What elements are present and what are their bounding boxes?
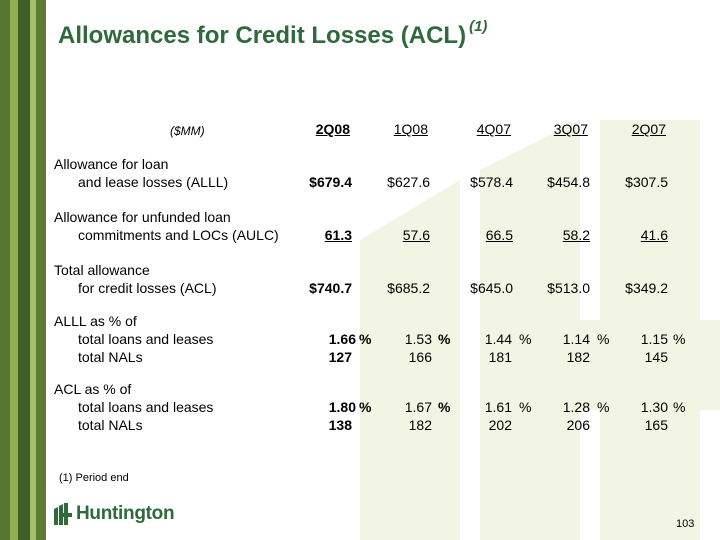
cell-value: $349.2 (625, 280, 668, 296)
row-label: total NALs (78, 349, 143, 365)
row-label: commitments and LOCs (AULC) (78, 227, 279, 243)
aulc-row: commitments and LOCs (AULC) 61.3 57.6 66… (0, 227, 720, 245)
column-header-3q07: 3Q07 (553, 121, 588, 137)
cell-value: 145 (644, 349, 668, 365)
cell-value: 202 (488, 417, 512, 433)
cell-value: 182 (566, 349, 590, 365)
cell-value: 181 (488, 349, 512, 365)
cell-value: $578.4 (470, 174, 513, 190)
section-label: ALLL as % of (54, 313, 137, 329)
cell-value: $740.7 (309, 280, 352, 296)
percent-sign: % (438, 399, 451, 415)
section-label: ACL as % of (54, 381, 132, 397)
cell-value: $513.0 (547, 280, 590, 296)
percent-sign: % (597, 399, 610, 415)
cell-value: 1.30 (640, 399, 668, 415)
cell-value: 138 (328, 417, 352, 433)
percent-sign: % (597, 331, 610, 347)
percent-sign: % (519, 331, 532, 347)
cell-value: 1.14 (562, 331, 590, 347)
acl-pct-header-row: ACL as % of (0, 381, 720, 399)
acl-row: for credit losses (ACL) $740.7 $685.2 $6… (0, 280, 720, 298)
row-label: and lease losses (ALLL) (78, 174, 229, 190)
unit-label: ($MM) (170, 124, 205, 138)
cell-value: 166 (408, 349, 432, 365)
row-label: total loans and leases (78, 399, 214, 415)
cell-value: 206 (566, 417, 590, 433)
percent-sign: % (519, 399, 532, 415)
cell-value: 1.61 (484, 399, 512, 415)
row-label: Total allowance (54, 262, 150, 278)
cell-value: $685.2 (387, 280, 430, 296)
cell-value: 1.15 (640, 331, 668, 347)
huntington-logo-icon (54, 503, 72, 525)
percent-sign: % (438, 331, 451, 347)
footnote: (1) Period end (59, 472, 129, 484)
alll-pct-header-row: ALLL as % of (0, 313, 720, 331)
row-label: total NALs (78, 417, 143, 433)
cell-value: 1.44 (484, 331, 512, 347)
title-footnote-marker: (1) (469, 18, 488, 35)
cell-value: 61.3 (324, 227, 352, 243)
cell-value: $627.6 (387, 174, 430, 190)
cell-value: 1.67 (404, 399, 432, 415)
cell-value: 58.2 (562, 227, 590, 243)
cell-value: 1.53 (404, 331, 432, 347)
acl-loans-row: total loans and leases 1.80 % 1.67 % 1.6… (0, 399, 720, 417)
row-label: Allowance for loan (54, 156, 169, 172)
cell-value: $645.0 (470, 280, 513, 296)
cell-value: 127 (328, 349, 352, 365)
watermark-logo (360, 120, 720, 540)
column-header-4q07: 4Q07 (476, 121, 511, 137)
logo-text: Huntington (76, 503, 175, 524)
cell-value: $679.4 (309, 174, 352, 190)
column-header-2q07: 2Q07 (631, 121, 666, 137)
percent-sign: % (359, 399, 372, 415)
cell-value: 165 (644, 417, 668, 433)
cell-value: $307.5 (625, 174, 668, 190)
cell-value: 57.6 (402, 227, 430, 243)
cell-value: $454.8 (547, 174, 590, 190)
huntington-logo: Huntington (54, 503, 175, 525)
left-decorative-bars (0, 0, 46, 540)
cell-value: 182 (408, 417, 432, 433)
row-label: for credit losses (ACL) (78, 280, 217, 296)
alll-label-row-1: Allowance for loan (0, 156, 720, 174)
acl-nals-row: total NALs 138 182 202 206 165 (0, 417, 720, 435)
cell-value: 66.5 (485, 227, 513, 243)
alll-nals-row: total NALs 127 166 181 182 145 (0, 349, 720, 367)
alll-row: and lease losses (ALLL) $679.4 $627.6 $5… (0, 174, 720, 192)
percent-sign: % (673, 331, 686, 347)
percent-sign: % (359, 331, 372, 347)
cell-value: 1.28 (562, 399, 590, 415)
acl-label-row-1: Total allowance (0, 262, 720, 280)
column-header-1q08: 1Q08 (393, 121, 428, 137)
percent-sign: % (673, 399, 686, 415)
aulc-label-row-1: Allowance for unfunded loan (0, 209, 720, 227)
row-label: total loans and leases (78, 331, 214, 347)
cell-value: 1.80 (328, 399, 356, 415)
page-title: Allowances for Credit Losses (ACL) (1) (58, 18, 488, 49)
cell-value: 41.6 (640, 227, 668, 243)
page-number: 103 (676, 518, 695, 530)
column-header-2q08: 2Q08 (315, 121, 350, 137)
alll-loans-row: total loans and leases 1.66 % 1.53 % 1.4… (0, 331, 720, 349)
row-label: Allowance for unfunded loan (54, 209, 231, 225)
cell-value: 1.66 (328, 331, 356, 347)
